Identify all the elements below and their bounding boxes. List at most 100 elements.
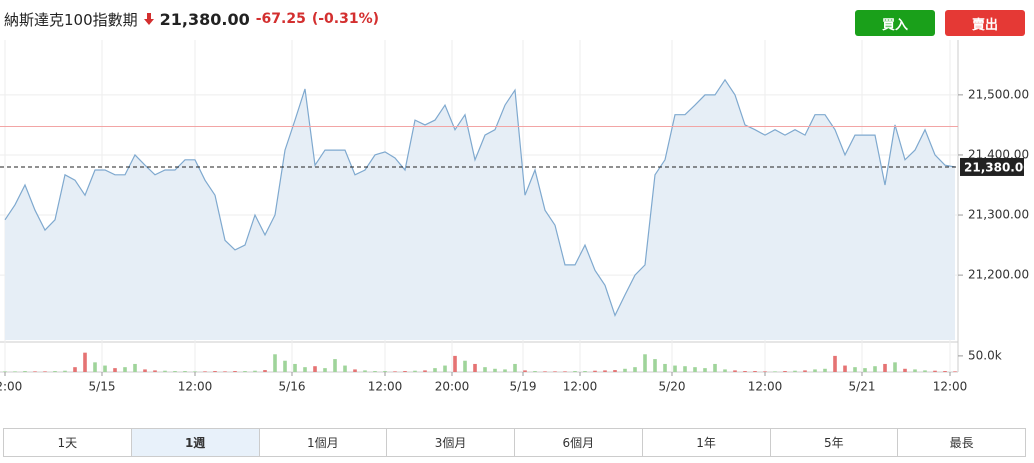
volume-bar	[723, 369, 727, 372]
y-tick-label: 21,500.00	[968, 87, 1029, 101]
volume-bar	[553, 371, 557, 372]
volume-bar	[483, 367, 487, 372]
volume-bar	[93, 362, 97, 372]
volume-bar	[643, 354, 647, 372]
volume-bar	[653, 359, 657, 372]
volume-bar	[783, 371, 787, 372]
period-tab[interactable]: 3個月	[387, 429, 515, 456]
volume-bar	[193, 371, 197, 372]
volume-bar	[853, 367, 857, 372]
volume-bar	[323, 368, 327, 372]
last-price-label: 21,380.00	[964, 160, 1032, 174]
volume-bar	[633, 367, 637, 372]
volume-bar	[273, 354, 277, 372]
area	[5, 79, 955, 341]
volume-bar	[303, 367, 307, 372]
volume-bar	[113, 368, 117, 372]
volume-bar	[793, 370, 797, 372]
volume-bar	[513, 363, 517, 372]
volume-bar	[213, 371, 217, 372]
volume-bar	[903, 368, 907, 372]
y-tick-label: 21,200.00	[968, 268, 1029, 282]
period-tab[interactable]: 5年	[771, 429, 899, 456]
volume-bar	[353, 369, 357, 372]
volume-bar	[23, 371, 27, 372]
volume-bar	[53, 371, 57, 372]
volume-bar	[743, 371, 747, 372]
volume-bar	[363, 370, 367, 372]
volume-bar	[713, 363, 717, 372]
volume-bar	[3, 371, 7, 372]
period-tab[interactable]: 最長	[949, 436, 974, 450]
volume-bar	[883, 363, 887, 372]
volume-bar	[413, 370, 417, 372]
volume-bar	[683, 366, 687, 372]
volume-tick-label: 50.0k	[968, 348, 1002, 362]
volume-bar	[813, 369, 817, 372]
volume-bar	[623, 368, 627, 372]
x-tick-label: 12:00	[0, 380, 22, 394]
volume-bar	[173, 371, 177, 372]
period-tab[interactable]: 1年	[643, 429, 771, 456]
period-tabs: 1天 1週 1個月 3個月 6個月 1年 5年 最長	[3, 428, 1026, 457]
x-tick-label: 5/21	[849, 380, 876, 394]
x-tick-label: 5/19	[510, 380, 537, 394]
price: 21,380.00	[159, 9, 250, 29]
title: 納斯達克100指數期	[4, 10, 138, 29]
volume-bar	[313, 366, 317, 372]
volume-bar	[293, 363, 297, 372]
x-tick-label: 12:00	[178, 380, 213, 394]
sell-button[interactable]: 賣出	[945, 10, 1025, 36]
volume-bar	[523, 370, 527, 372]
volume-bar	[443, 365, 447, 372]
header: 納斯達克100指數期 21,380.00 -67.25 (-0.31%)	[4, 8, 379, 30]
volume-bar	[163, 370, 167, 372]
volume-bar	[863, 368, 867, 372]
volume-bar	[253, 370, 257, 372]
volume-bar	[753, 371, 757, 372]
x-tick-label: 12:00	[368, 380, 403, 394]
volume-bar	[143, 369, 147, 372]
volume-bar	[383, 371, 387, 372]
volume-bar	[133, 363, 137, 372]
volume-bar	[423, 370, 427, 372]
volume-bar	[33, 371, 37, 372]
volume-bar	[923, 370, 927, 372]
x-tick-label: 12:00	[933, 380, 968, 394]
volume-bar	[833, 355, 837, 372]
volume-bar	[233, 371, 237, 372]
volume-bar	[433, 368, 437, 372]
period-tab[interactable]: 1個月	[260, 429, 388, 456]
last-price-box	[960, 157, 1024, 176]
volume-bar	[263, 370, 267, 372]
period-tab[interactable]: 1週	[131, 429, 260, 456]
volume-bar	[733, 370, 737, 372]
volume-bar	[893, 362, 897, 372]
buy-button[interactable]: 買入	[855, 10, 935, 36]
x-tick-label: 12:00	[748, 380, 783, 394]
volume-bar	[843, 365, 847, 372]
volume-bar	[933, 370, 937, 372]
chart: 21,200.00 21,300.00 21,400.00 21,500.00 21,3…	[0, 40, 1032, 394]
volume-bar	[773, 371, 777, 372]
volume-bar	[573, 371, 577, 372]
volume-bar	[13, 371, 17, 372]
volume-bar	[543, 371, 547, 372]
x-tick-label: 12:00	[563, 380, 598, 394]
x-tick-label: 5/20	[659, 380, 686, 394]
volume-bar	[373, 371, 377, 372]
volume-bar	[393, 371, 397, 372]
volume-bar	[873, 366, 877, 372]
volume-bar	[593, 370, 597, 372]
volume-bar	[823, 368, 827, 372]
volume-bar	[343, 365, 347, 372]
price-line	[4, 78, 956, 317]
volume-bar	[103, 365, 107, 372]
period-tab[interactable]: 6個月	[515, 429, 643, 456]
change-pct: (-0.31%)	[311, 11, 380, 27]
period-tab[interactable]: 1天	[4, 429, 132, 456]
volume-bar	[473, 363, 477, 372]
volume-bar	[243, 371, 247, 372]
volume-bar	[953, 371, 957, 372]
